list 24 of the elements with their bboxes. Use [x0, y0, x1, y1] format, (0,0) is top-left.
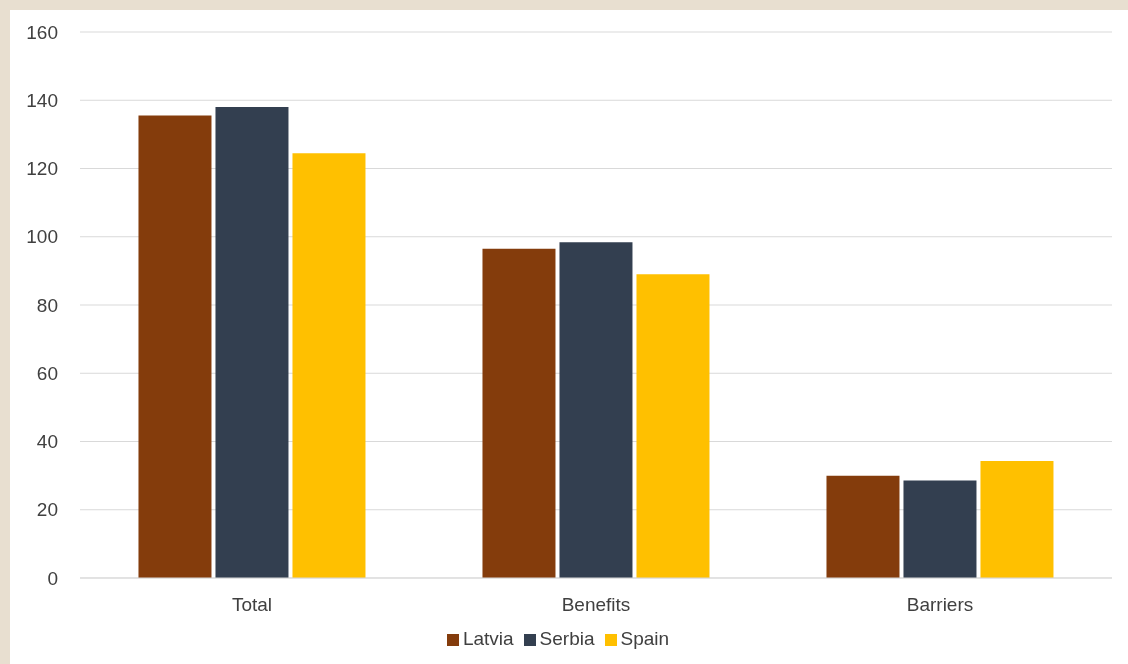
legend-label: Latvia: [462, 628, 514, 649]
y-tick-label: 160: [26, 21, 58, 43]
bar: [636, 274, 710, 578]
bar: [903, 480, 977, 578]
bar: [559, 242, 633, 578]
x-tick-label: Total: [231, 594, 273, 616]
y-tick-label: 60: [36, 362, 58, 384]
y-tick-label: 120: [26, 158, 58, 180]
x-tick-label: Barriers: [906, 594, 974, 616]
x-tick-label: Benefits: [561, 594, 631, 616]
y-tick-label: 20: [36, 499, 58, 521]
legend-label: Serbia: [539, 628, 595, 649]
bar: [215, 107, 289, 578]
legend-label: Spain: [620, 628, 670, 649]
y-tick-label: 100: [26, 226, 58, 248]
bar: [826, 475, 900, 578]
y-tick-label: 40: [36, 431, 58, 453]
bar: [482, 248, 556, 578]
y-tick-label: 0: [47, 567, 58, 589]
bar: [980, 460, 1054, 578]
y-tick-label: 140: [26, 90, 58, 111]
y-tick-label: 80: [36, 294, 58, 316]
bar: [138, 115, 212, 578]
bar: [292, 153, 366, 578]
